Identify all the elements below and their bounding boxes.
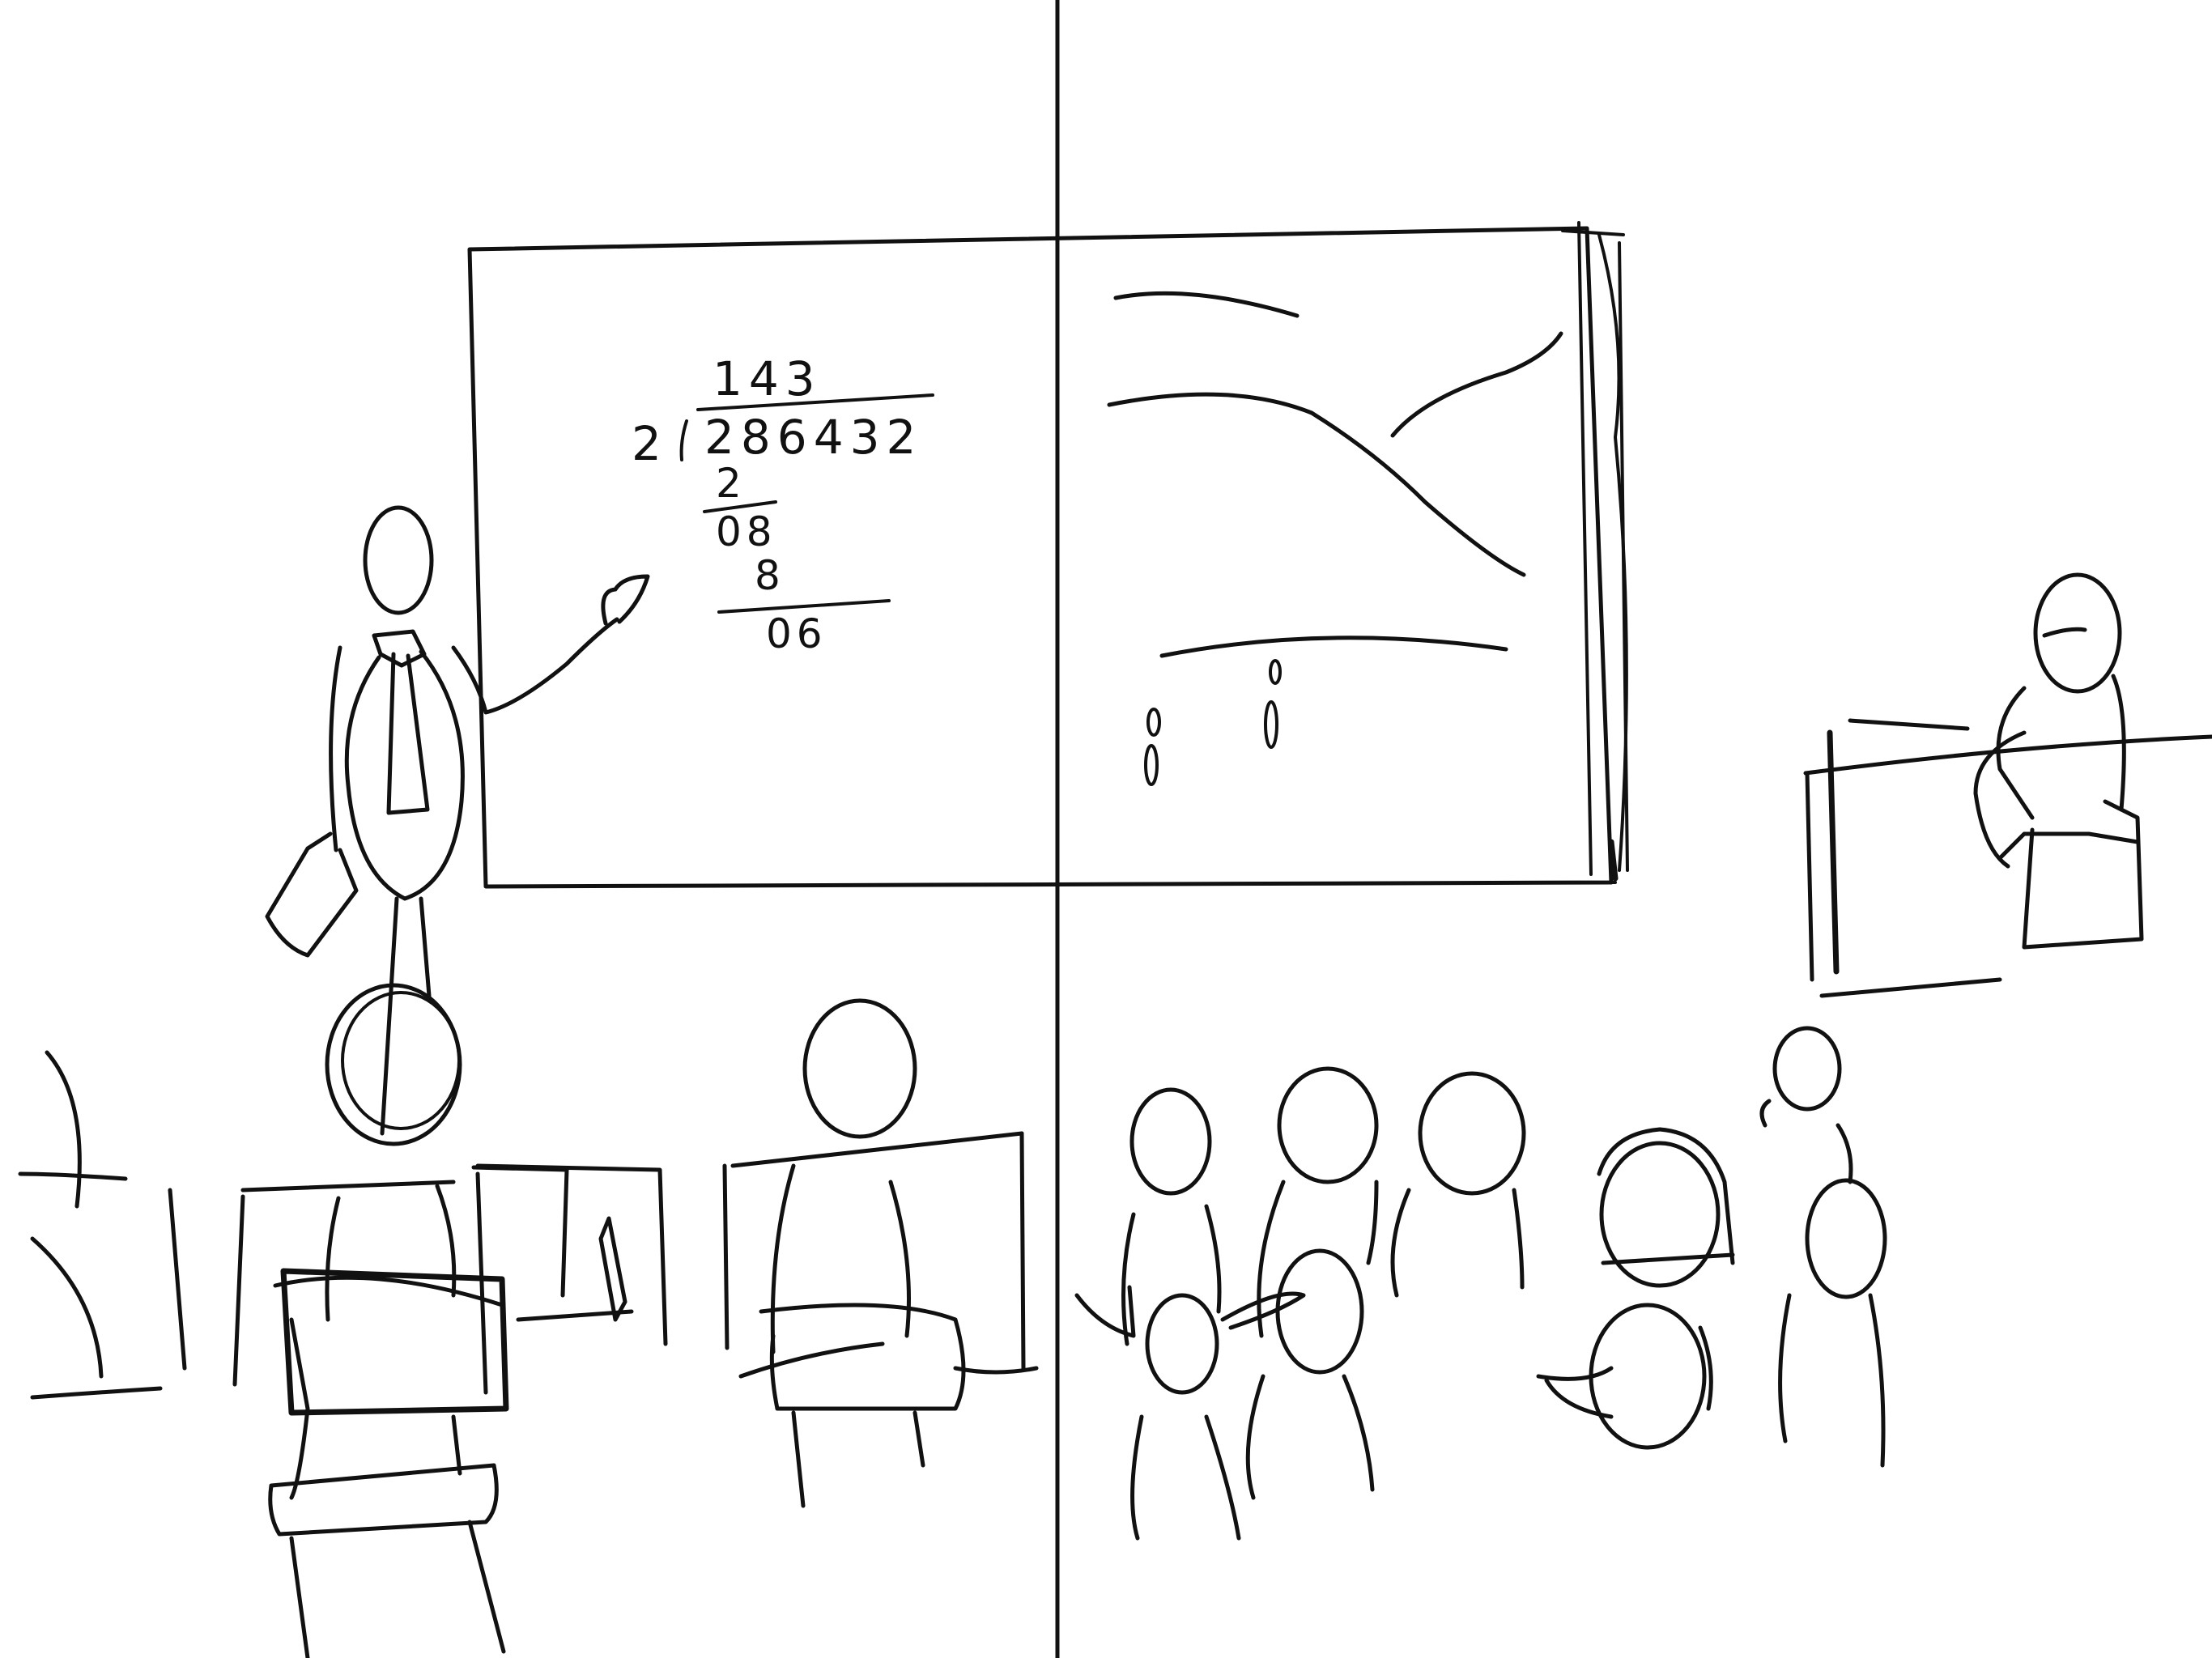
student-front-center [722, 998, 1039, 1508]
left-desk [471, 1163, 668, 1346]
step2-text: 8 [755, 552, 785, 599]
long-division: 143 2 286432 2 08 8 06 [632, 351, 934, 657]
remainder2-text: 06 [766, 610, 827, 657]
quotient-text: 143 [713, 351, 822, 406]
step1-text: 2 [716, 460, 747, 507]
divisor-text: 2 [632, 416, 668, 471]
student-back-right [1803, 572, 2212, 998]
student-far-left [18, 1050, 187, 1400]
student-group-right [1074, 1026, 1887, 1541]
teacher-figure [265, 505, 650, 1136]
whiteboard [467, 221, 1629, 889]
board-graph-lines [1107, 291, 1563, 786]
dividend-text: 286432 [704, 410, 922, 465]
student-front-left [232, 983, 509, 1658]
remainder1-text: 08 [716, 508, 777, 555]
